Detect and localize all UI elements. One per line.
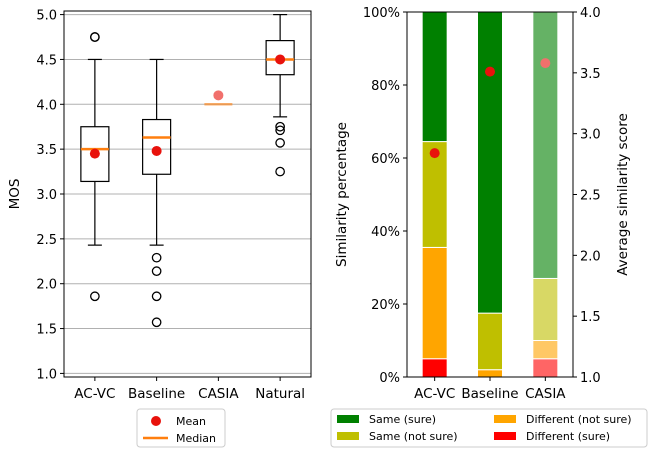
mean-point (213, 90, 224, 101)
outlier-point (151, 317, 162, 328)
outlier-point (151, 291, 162, 302)
y2-tick-label: 1.5 (580, 310, 601, 325)
y-tick-label: 20% (371, 298, 400, 313)
y-tick-label: 2.0 (36, 278, 57, 293)
box-group (80, 32, 110, 302)
x-tick-label: Baseline (128, 386, 185, 402)
bar-segment (421, 141, 448, 248)
y2-tick-label: 4.0 (580, 6, 601, 21)
bar-stack (532, 11, 559, 378)
box-group (204, 90, 233, 106)
y2-tick-label: 3.5 (580, 67, 601, 82)
box (265, 40, 295, 76)
bar-stack (421, 11, 448, 378)
outlier-point (151, 266, 162, 276)
mean-point (89, 148, 100, 159)
legend-label: Mean (176, 415, 206, 428)
outlier-point (90, 291, 100, 302)
mean-point (275, 54, 286, 65)
outlier-point (275, 166, 285, 177)
average-score-point (540, 58, 551, 69)
y-tick-label: 0% (379, 371, 400, 386)
box (80, 126, 110, 183)
bar-segment (421, 358, 448, 378)
legend-frame (330, 408, 648, 448)
x-tick-label: Baseline (461, 386, 518, 402)
y-axis-label: Similarity percentage (334, 122, 350, 267)
mos-box-plot: 1.0 1.5 2.0 2.5 3.0 3.5 4.0 4.5 5.0 AC-VC Baseline… (7, 9, 312, 402)
x-tick-label: CASIA (525, 386, 566, 402)
y2-tick-label: 2.0 (580, 249, 601, 264)
y-tick-label: 1.5 (36, 323, 57, 338)
x-tick-label: AC-VC (74, 386, 115, 402)
y-tick-label: 3.0 (36, 188, 57, 203)
y-tick-label: 4.5 (36, 53, 57, 68)
average-score-point (429, 148, 440, 159)
bar-segment (421, 11, 448, 143)
legend-swatch (494, 415, 516, 423)
y-tick-label: 4.0 (36, 98, 57, 113)
mean-point (151, 145, 162, 156)
y-tick-label: 60% (371, 152, 400, 167)
y-tick-label: 40% (371, 225, 400, 240)
legend-label: Different (sure) (526, 430, 610, 443)
similarity-stacked-bar-chart: AC-VC Baseline CASIA 0% 20% 40% 60% 80% 100% 1.0 1… (334, 6, 631, 402)
bar-segment (532, 340, 559, 360)
y-tick-label: 2.5 (36, 233, 57, 248)
box (142, 118, 172, 175)
x-tick-label: AC-VC (414, 386, 455, 402)
plot-frame (63, 10, 312, 378)
bar-segment (532, 358, 559, 378)
y-tick-label: 80% (371, 79, 400, 94)
y2-tick-label: 3.0 (580, 128, 601, 143)
y2-tick-label: 1.0 (580, 371, 601, 386)
x-tick-label: CASIA (198, 386, 239, 402)
bar-segment (477, 11, 503, 314)
y-tick-label: 3.5 (36, 143, 57, 158)
box-group (265, 13, 295, 177)
y2-axis-label: Average similarity score (615, 113, 631, 276)
y2-tick-label: 2.5 (580, 189, 601, 204)
outlier-point (275, 125, 285, 136)
outlier-point (151, 252, 162, 263)
legend-label: Median (176, 432, 216, 445)
legend-swatch (494, 432, 516, 440)
bar-segment (532, 277, 559, 342)
legends: Mean Median Same (sure) Different (not sure… (136, 408, 648, 448)
legend-label: Same (not sure) (369, 430, 458, 443)
bar-segment (477, 312, 503, 371)
plot-frame (406, 11, 574, 378)
x-tick-label: Natural (255, 386, 305, 402)
y-tick-label: 5.0 (36, 9, 57, 24)
outlier-point (275, 121, 285, 132)
bar-segment (532, 11, 559, 279)
y-tick-label: 1.0 (36, 367, 57, 382)
bar-segment (421, 246, 448, 360)
box-group (142, 58, 172, 328)
legend-swatch (337, 432, 359, 440)
bar-stack (477, 11, 503, 378)
outlier-point (90, 32, 100, 42)
legend-mean-marker (151, 416, 161, 426)
bar-segment (477, 369, 503, 378)
legend-label: Different (not sure) (526, 413, 632, 426)
outlier-point (275, 138, 285, 148)
y-axis-label: MOS (7, 179, 23, 210)
legend-swatch (337, 415, 359, 423)
average-score-point (485, 66, 495, 77)
legend-label: Same (sure) (369, 413, 436, 426)
y-tick-label: 100% (363, 6, 400, 21)
